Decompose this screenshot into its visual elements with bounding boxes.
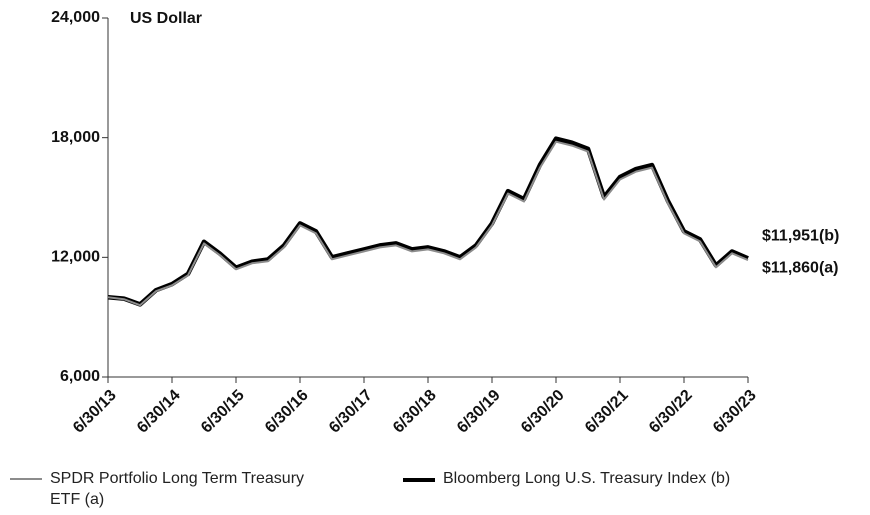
x-tick-label: 6/30/13	[70, 387, 120, 437]
legend-swatch	[10, 478, 42, 480]
x-tick-label: 6/30/17	[326, 387, 376, 437]
legend-item: Bloomberg Long U.S. Treasury Index (b)	[403, 468, 753, 489]
y-tick-label: 6,000	[60, 368, 100, 385]
legend-label: SPDR Portfolio Long Term Treasury ETF (a…	[50, 470, 305, 508]
legend-swatch	[403, 478, 435, 482]
x-tick-label: 6/30/23	[710, 387, 760, 437]
x-tick-label: 6/30/20	[518, 387, 568, 437]
chart: US Dollar 6,000 12,000 18,000 24,000 6/30/13…	[51, 9, 839, 437]
x-tick-label: 6/30/15	[198, 387, 248, 437]
end-label: $11,951(b)	[762, 228, 839, 245]
x-tick-label: 6/30/22	[646, 387, 696, 437]
series-line	[107, 140, 749, 307]
legend-label: Bloomberg Long U.S. Treasury Index (b)	[443, 470, 731, 487]
series-line	[107, 136, 749, 307]
y-tick-label: 12,000	[51, 249, 100, 266]
x-tick-label: 6/30/14	[134, 387, 184, 437]
end-label: $11,860(a)	[762, 259, 839, 276]
y-tick-label: 24,000	[51, 9, 100, 26]
y-axis-label: US Dollar	[130, 10, 202, 27]
x-tick-label: 6/30/21	[582, 387, 632, 437]
x-tick-label: 6/30/19	[454, 387, 504, 437]
x-tick-label: 6/30/16	[262, 387, 312, 437]
y-tick-label: 18,000	[51, 129, 100, 146]
legend-item: SPDR Portfolio Long Term Treasury ETF (a…	[10, 468, 310, 510]
x-tick-label: 6/30/18	[390, 387, 440, 437]
